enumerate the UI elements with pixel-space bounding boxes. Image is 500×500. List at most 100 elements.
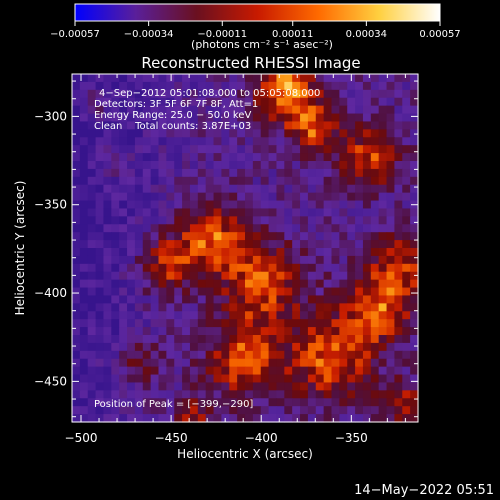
heatmap-cell	[95, 200, 105, 210]
heatmap-cell	[142, 327, 152, 336]
heatmap-cell	[119, 350, 128, 360]
heatmap-cell	[189, 287, 199, 297]
heatmap-cell	[276, 74, 285, 83]
heatmap-cell	[111, 161, 120, 170]
heatmap-cell	[245, 303, 254, 312]
heatmap-cell	[72, 303, 81, 312]
heatmap-cell	[292, 232, 301, 241]
heatmap-cell	[119, 248, 128, 257]
heatmap-cell	[95, 113, 105, 123]
heatmap-cell	[237, 129, 246, 138]
heatmap-cell	[158, 319, 167, 328]
heatmap-cell	[103, 382, 112, 391]
heatmap-cell	[370, 216, 380, 225]
heatmap-cell	[370, 271, 380, 281]
heatmap-cell	[252, 382, 262, 391]
heatmap-cell	[197, 105, 207, 115]
heatmap-cell	[87, 358, 97, 368]
heatmap-cell	[158, 232, 167, 241]
heatmap-cell	[213, 335, 223, 344]
heatmap-cell	[134, 390, 144, 399]
heatmap-cell	[189, 358, 199, 368]
heatmap-cell	[103, 295, 112, 304]
heatmap-cell	[127, 137, 136, 146]
heatmap-cell	[158, 311, 167, 320]
heatmap-cell	[134, 303, 144, 312]
heatmap-cell	[95, 208, 105, 217]
heatmap-cell	[237, 366, 246, 376]
heatmap-cell	[252, 216, 262, 225]
heatmap-cell	[119, 295, 128, 304]
heatmap-cell	[197, 224, 207, 233]
heatmap-cell	[300, 232, 309, 241]
heatmap-cell	[347, 224, 356, 233]
heatmap-cell	[150, 342, 160, 352]
heatmap-cell	[315, 263, 325, 273]
heatmap-cell	[252, 248, 262, 257]
heatmap-cell	[72, 137, 81, 146]
heatmap-cell	[142, 382, 152, 391]
heatmap-cell	[213, 382, 223, 391]
heatmap-cell	[95, 327, 105, 336]
heatmap-cell	[315, 153, 325, 162]
heatmap-cell	[410, 358, 419, 368]
heatmap-cell	[245, 255, 254, 265]
heatmap-cell	[111, 89, 120, 99]
heatmap-cell	[134, 153, 144, 162]
heatmap-cell	[103, 208, 112, 217]
heatmap-cell	[134, 335, 144, 344]
heatmap-cell	[394, 200, 403, 210]
heatmap-cell	[95, 129, 105, 138]
heatmap-cell	[315, 287, 325, 297]
heatmap-cell	[315, 240, 325, 249]
heatmap-cell	[252, 240, 262, 249]
colorbar-unit-label: (photons cm⁻² s⁻¹ asec⁻²)	[191, 38, 333, 51]
heatmap-cell	[166, 279, 175, 289]
heatmap-cell	[394, 145, 403, 154]
heatmap-cell	[158, 153, 167, 162]
heatmap-cell	[347, 240, 356, 249]
heatmap-cell	[378, 295, 388, 304]
heatmap-cell	[402, 390, 411, 399]
heatmap-cell	[292, 406, 301, 415]
heatmap-cell	[331, 81, 340, 91]
heatmap-cell	[370, 121, 380, 130]
heatmap-cell	[260, 121, 270, 130]
heatmap-cell	[292, 311, 301, 320]
heatmap-cell	[410, 81, 419, 91]
heatmap-cell	[134, 81, 144, 91]
heatmap-cell	[378, 168, 388, 178]
heatmap-cell	[213, 311, 223, 320]
heatmap-cell	[394, 374, 403, 384]
heatmap-cell	[213, 161, 223, 170]
heatmap-cell	[315, 374, 325, 384]
heatmap-cell	[111, 374, 120, 384]
heatmap-cell	[95, 216, 105, 225]
heatmap-cell	[182, 129, 191, 138]
heatmap-cell	[142, 303, 152, 312]
heatmap-cell	[347, 81, 356, 91]
heatmap-cell	[150, 74, 160, 83]
heatmap-cell	[394, 358, 403, 368]
heatmap-cell	[331, 366, 340, 376]
heatmap-cell	[221, 216, 230, 225]
heatmap-cell	[95, 263, 105, 273]
heatmap-cell	[268, 200, 278, 210]
heatmap-cell	[292, 105, 301, 115]
heatmap-cell	[174, 319, 183, 328]
heatmap-cell	[103, 232, 112, 241]
heatmap-cell	[150, 350, 160, 360]
heatmap-cell	[221, 153, 230, 162]
heatmap-cell	[307, 406, 317, 415]
heatmap-cell	[378, 287, 388, 297]
heatmap-cell	[307, 153, 317, 162]
heatmap-cell	[355, 398, 364, 407]
heatmap-cell	[347, 168, 356, 178]
heatmap-cell	[229, 113, 238, 123]
heatmap-cell	[237, 335, 246, 344]
heatmap-cell	[237, 255, 246, 265]
heatmap-cell	[158, 271, 167, 281]
heatmap-cell	[150, 271, 160, 281]
heatmap-cell	[410, 279, 419, 289]
heatmap-cell	[410, 184, 419, 194]
